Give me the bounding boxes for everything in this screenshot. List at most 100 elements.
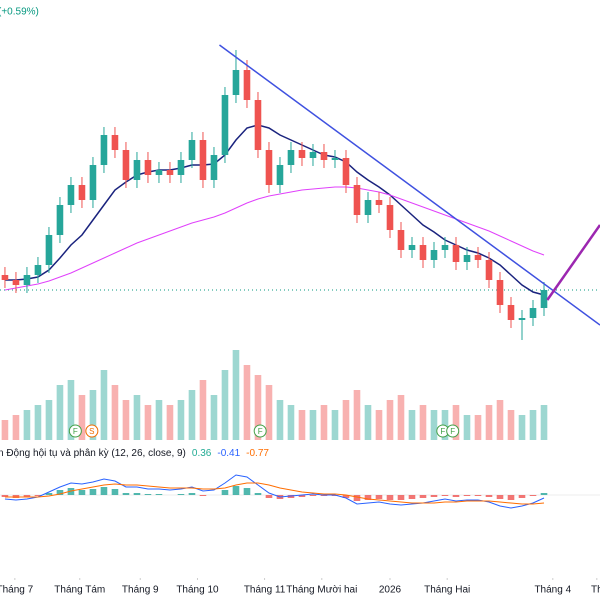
candle-body bbox=[276, 165, 284, 185]
candle-body bbox=[265, 150, 273, 185]
macd-histogram bbox=[386, 495, 394, 500]
volume-bar bbox=[496, 400, 504, 440]
volume-bar bbox=[78, 395, 86, 440]
volume-bar bbox=[353, 390, 361, 440]
volume-bar bbox=[540, 405, 548, 440]
candle-body bbox=[529, 308, 537, 318]
x-tick-label: Tháng 4 bbox=[534, 585, 571, 596]
volume-bar bbox=[188, 390, 196, 440]
candle-body bbox=[199, 140, 207, 180]
price-change: (+0.59%) bbox=[0, 7, 39, 18]
candle-body bbox=[375, 200, 383, 205]
candle-body bbox=[430, 250, 438, 260]
candle-body bbox=[67, 185, 75, 205]
volume-bar bbox=[485, 405, 493, 440]
candle-body bbox=[463, 255, 471, 262]
volume-bar bbox=[507, 410, 515, 440]
moving-average bbox=[4, 124, 545, 296]
volume-bar bbox=[133, 395, 141, 440]
volume-bar bbox=[89, 390, 97, 440]
candle-body bbox=[243, 70, 251, 100]
macd-histogram bbox=[265, 495, 273, 498]
candle-body bbox=[320, 152, 328, 160]
volume-bar bbox=[111, 385, 119, 440]
volume-bar bbox=[265, 385, 273, 440]
event-label: F bbox=[450, 427, 455, 436]
volume-bar bbox=[199, 380, 207, 440]
macd-histogram bbox=[496, 495, 504, 499]
candle-body bbox=[353, 185, 361, 215]
x-tick-label: Tháng 7 bbox=[0, 585, 34, 596]
macd-histogram bbox=[474, 495, 482, 496]
event-marker: S bbox=[85, 424, 99, 438]
candle-body bbox=[78, 185, 86, 200]
volume-bar bbox=[232, 350, 240, 440]
candle-body bbox=[133, 160, 141, 180]
candle-body bbox=[386, 205, 394, 230]
macd-histogram bbox=[111, 489, 119, 495]
volume-bar bbox=[408, 410, 416, 440]
volume-bar bbox=[397, 395, 405, 440]
volume-bar bbox=[45, 400, 53, 440]
macd-histogram bbox=[45, 493, 53, 495]
macd-histogram bbox=[199, 495, 207, 496]
candle-body bbox=[122, 150, 130, 180]
macd-histogram bbox=[144, 494, 152, 495]
volume-bar bbox=[67, 380, 75, 440]
x-tick-label: Tháng Hai bbox=[424, 585, 470, 596]
volume-bar bbox=[386, 400, 394, 440]
volume-bar bbox=[122, 400, 130, 440]
macd-histogram bbox=[507, 495, 515, 500]
macd-histogram bbox=[155, 494, 163, 495]
candle-body bbox=[177, 160, 185, 175]
volume-bar bbox=[34, 405, 42, 440]
macd-histogram bbox=[309, 495, 317, 496]
candle-body bbox=[34, 265, 42, 275]
candle-body bbox=[309, 152, 317, 158]
macd-histogram bbox=[56, 490, 64, 495]
volume-bar bbox=[463, 415, 471, 440]
candle-body bbox=[496, 280, 504, 305]
volume-bar bbox=[12, 415, 20, 440]
macd-histogram bbox=[518, 495, 526, 498]
candle-body bbox=[232, 70, 240, 95]
signal-value: -0.77 bbox=[246, 448, 269, 459]
volume-bar bbox=[342, 400, 350, 440]
volume-bar bbox=[518, 415, 526, 440]
candle-body bbox=[485, 260, 493, 280]
candle-body bbox=[452, 245, 460, 262]
volume-bar bbox=[56, 385, 64, 440]
arrow bbox=[546, 224, 600, 301]
event-label: S bbox=[89, 427, 94, 436]
candle-body bbox=[474, 255, 482, 260]
macd-line bbox=[4, 474, 545, 509]
candle-body bbox=[254, 100, 262, 150]
candle-body bbox=[287, 150, 295, 165]
candle-body bbox=[518, 318, 526, 320]
macd-histogram bbox=[122, 493, 130, 495]
event-marker: F bbox=[446, 424, 460, 438]
macd-histogram bbox=[23, 495, 31, 497]
volume-bar bbox=[474, 415, 482, 440]
macd-histogram bbox=[1, 495, 9, 497]
macd-histogram bbox=[100, 487, 108, 495]
macd-title: n Động hội tụ và phân kỳ (12, 26, close,… bbox=[0, 448, 269, 459]
macd-histogram bbox=[243, 488, 251, 495]
macd-histogram bbox=[463, 495, 471, 496]
volume-bar bbox=[1, 420, 9, 440]
candle-body bbox=[144, 160, 152, 175]
volume-bar bbox=[430, 410, 438, 440]
volume-bar bbox=[254, 375, 262, 440]
macd-title-text: n Động hội tụ và phân kỳ (12, 26, close,… bbox=[0, 448, 186, 459]
volume-bar bbox=[221, 370, 229, 440]
candle-body bbox=[221, 95, 229, 155]
macd-histogram bbox=[188, 493, 196, 495]
candle-body bbox=[23, 275, 31, 285]
volume-bar bbox=[100, 370, 108, 440]
macd-histogram bbox=[89, 489, 97, 495]
volume-bar bbox=[364, 405, 372, 440]
event-label: F bbox=[440, 427, 445, 436]
macd-histogram bbox=[133, 493, 141, 495]
volume-bar bbox=[23, 410, 31, 440]
event-circle bbox=[68, 424, 82, 438]
